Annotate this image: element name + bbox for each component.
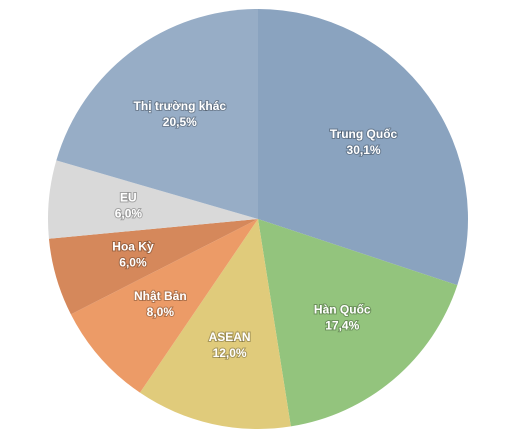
pie-slice: [139, 219, 291, 429]
slice-value: 6,0%: [119, 255, 147, 269]
slice-value: 12,0%: [213, 346, 247, 360]
pie-slice: [70, 219, 258, 393]
slice-name: EU: [120, 191, 137, 205]
slice-name: Nhật Bản: [134, 289, 187, 303]
slice-value: 17,4%: [325, 318, 359, 332]
slice-value: 6,0%: [115, 207, 143, 221]
slice-label: Trung Quốc 30,1%: [330, 127, 398, 157]
slice-value: 30,1%: [347, 143, 381, 157]
slice-name: Hàn Quốc: [314, 302, 371, 316]
slice-value: 8,0%: [147, 305, 175, 319]
pie-slice: [258, 9, 468, 286]
slice-name: Thị trường khác: [134, 99, 227, 113]
slice-label: Hoa Kỳ 6,0%: [112, 239, 154, 269]
pie-slice: [258, 219, 458, 427]
pie-slice: [47, 160, 258, 239]
slice-label: ASEAN 12,0%: [209, 330, 251, 360]
slice-name: Trung Quốc: [330, 127, 398, 141]
slice-label: EU 6,0%: [115, 191, 143, 221]
slice-name: ASEAN: [209, 330, 251, 344]
slice-name: Hoa Kỳ: [112, 239, 154, 253]
pie-slice: [48, 219, 258, 315]
slice-label: Thị trường khác 20,5%: [134, 99, 227, 129]
pie-slice: [56, 9, 259, 219]
slice-label: Nhật Bản 8,0%: [134, 289, 187, 319]
slice-value: 20,5%: [163, 115, 197, 129]
slice-label: Hàn Quốc 17,4%: [314, 302, 371, 332]
